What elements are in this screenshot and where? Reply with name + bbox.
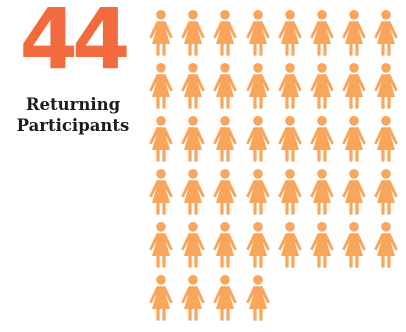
person-female-icon — [181, 10, 205, 56]
person-female-icon — [374, 116, 399, 162]
person-female-icon — [310, 169, 334, 215]
person-female-icon — [245, 222, 270, 268]
label-line-2: Participants — [16, 116, 130, 135]
person-female-icon — [213, 275, 238, 321]
person-female-icon — [277, 116, 302, 162]
stat-block: 44 Returning Participants — [0, 0, 146, 150]
person-female-icon — [149, 10, 173, 56]
person-female-icon — [149, 116, 173, 162]
participant-count: 44 — [19, 0, 131, 88]
person-female-icon — [277, 222, 302, 268]
person-female-icon — [181, 169, 205, 215]
person-female-icon — [310, 222, 334, 268]
person-female-icon — [245, 275, 270, 321]
person-female-icon — [310, 116, 334, 162]
person-female-icon — [213, 10, 238, 56]
person-female-icon — [213, 63, 238, 109]
person-female-icon — [213, 222, 238, 268]
person-female-icon — [181, 275, 205, 321]
person-female-icon — [342, 63, 366, 109]
person-female-icon — [181, 116, 205, 162]
person-female-icon — [213, 116, 238, 162]
participant-label: Returning Participants — [0, 94, 146, 136]
person-female-icon — [149, 222, 173, 268]
person-female-icon — [245, 63, 270, 109]
person-female-icon — [277, 63, 302, 109]
person-female-icon — [374, 169, 399, 215]
person-female-icon — [374, 63, 399, 109]
person-female-icon — [245, 10, 270, 56]
person-female-icon — [149, 275, 173, 321]
person-female-icon — [149, 63, 173, 109]
person-female-icon — [342, 116, 366, 162]
person-female-icon — [310, 63, 334, 109]
person-female-icon — [149, 169, 173, 215]
person-female-icon — [374, 222, 399, 268]
person-female-icon — [310, 10, 334, 56]
person-female-icon — [342, 222, 366, 268]
person-female-icon — [245, 169, 270, 215]
person-female-icon — [277, 169, 302, 215]
person-female-icon — [342, 169, 366, 215]
person-female-icon — [245, 116, 270, 162]
person-female-icon — [213, 169, 238, 215]
person-female-icon — [181, 63, 205, 109]
person-female-icon — [342, 10, 366, 56]
label-line-1: Returning — [25, 95, 121, 114]
person-female-icon — [374, 10, 399, 56]
person-female-icon — [277, 10, 302, 56]
person-female-icon — [181, 222, 205, 268]
